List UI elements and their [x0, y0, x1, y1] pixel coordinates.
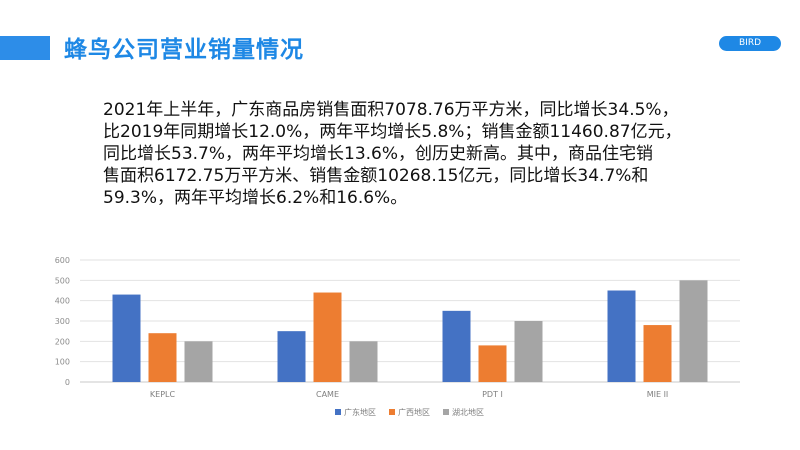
x-tick-label: PDT I [482, 390, 503, 399]
title-accent-bar [0, 36, 50, 60]
y-tick-label: 600 [55, 256, 70, 265]
brand-badge: BIRD [719, 36, 781, 51]
x-tick-label: KEPLC [150, 390, 176, 399]
bar [607, 290, 636, 382]
bar [277, 331, 306, 382]
summary-line: 同比增长53.7%，两年平均增长13.6%，创历史新高。其中，商品住宅销 [103, 144, 654, 164]
y-tick-label: 100 [55, 358, 70, 367]
y-tick-label: 300 [55, 317, 70, 326]
bar [679, 280, 708, 382]
legend-label: 湖北地区 [452, 407, 484, 417]
legend-label: 广西地区 [398, 407, 430, 417]
y-tick-label: 400 [55, 297, 70, 306]
bar [478, 345, 507, 382]
y-tick-label: 500 [55, 276, 70, 285]
summary-line: 比2019年同期增长12.0%，两年平均增长5.8%；销售金额11460.87亿… [103, 122, 682, 142]
bar [442, 310, 471, 382]
bar [184, 341, 213, 382]
y-tick-label: 0 [65, 378, 70, 387]
y-tick-label: 200 [55, 337, 70, 346]
legend-label: 广东地区 [344, 407, 376, 417]
bar [313, 292, 342, 382]
legend-swatch [443, 409, 449, 415]
bar [643, 325, 672, 382]
summary-paragraph: 2021年上半年，广东商品房销售面积7078.76万平方米，同比增长34.5%，… [103, 99, 743, 209]
bar [349, 341, 378, 382]
summary-line: 59.3%，两年平均增长6.2%和16.6%。 [103, 188, 408, 208]
bar [514, 321, 543, 382]
bar [112, 294, 141, 382]
x-tick-label: MIE II [647, 390, 669, 399]
bar-chart: 0 100 200 300 400 500 600 KEPLC CAME PDT I MIE II 广… [55, 256, 740, 417]
x-tick-label: CAME [316, 390, 339, 399]
summary-line: 售面积6172.75万平方米、销售金额10268.15亿元，同比增长34.7%和 [103, 166, 649, 186]
legend-swatch [335, 409, 341, 415]
bar [148, 333, 177, 382]
page-title: 蜂鸟公司营业销量情况 [64, 37, 304, 63]
summary-line: 2021年上半年，广东商品房销售面积7078.76万平方米，同比增长34.5%， [103, 100, 679, 120]
legend-swatch [389, 409, 395, 415]
